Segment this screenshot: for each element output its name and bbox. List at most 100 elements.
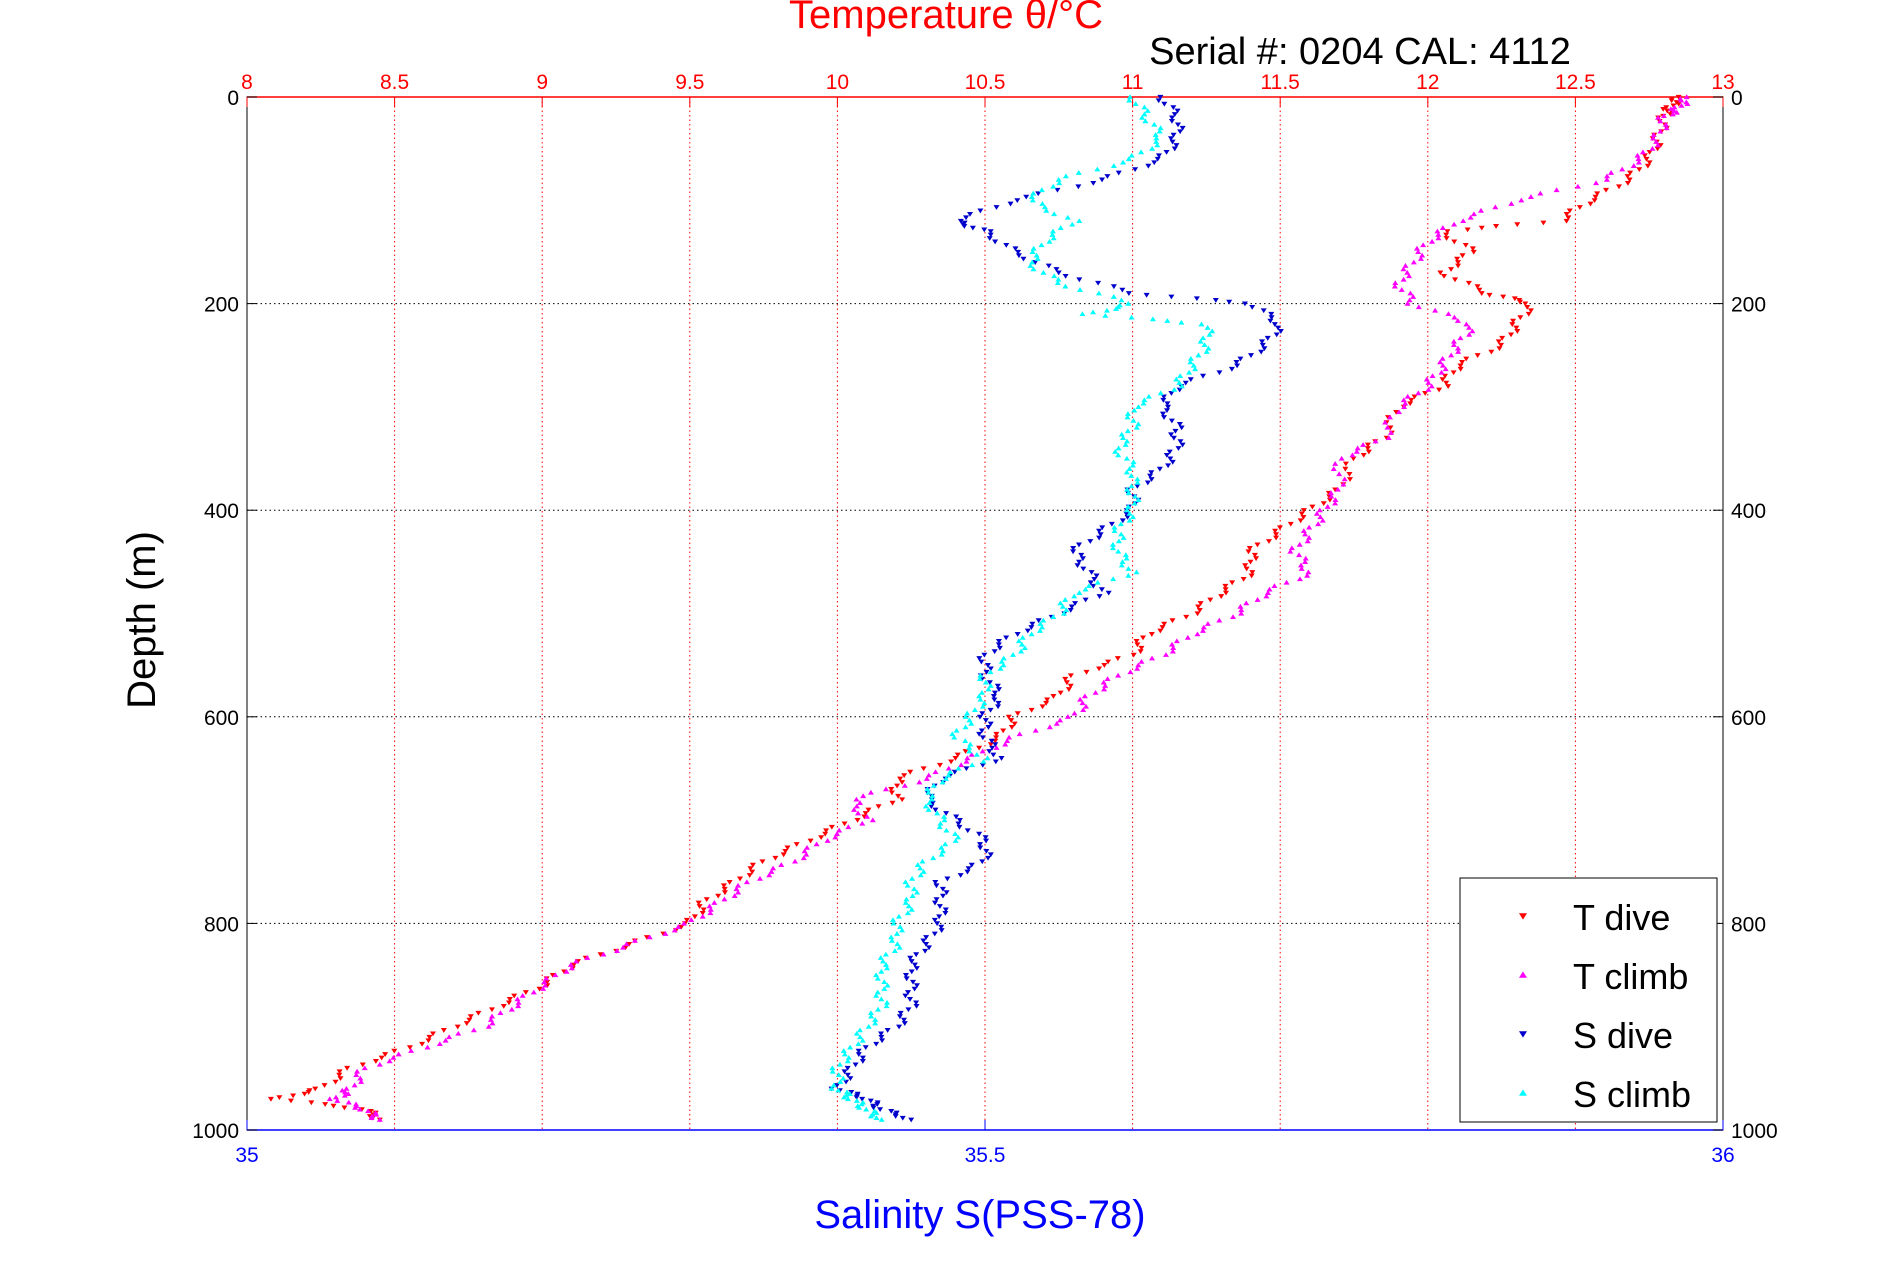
data-point	[1243, 600, 1250, 606]
data-point	[829, 1065, 836, 1071]
data-point	[1454, 256, 1461, 262]
data-point	[1054, 280, 1061, 286]
data-point	[879, 958, 886, 964]
data-point	[1124, 414, 1131, 420]
data-point	[1242, 563, 1249, 568]
data-point	[1092, 689, 1099, 695]
data-point	[419, 1041, 426, 1047]
data-point	[1127, 94, 1134, 100]
data-point	[1306, 535, 1313, 540]
left-tick-label: 200	[204, 294, 239, 317]
data-point	[969, 762, 976, 768]
data-point	[965, 866, 972, 872]
data-point	[875, 804, 882, 810]
data-point	[1079, 556, 1086, 562]
data-point	[1233, 360, 1240, 365]
data-point	[1332, 500, 1339, 506]
data-point	[1161, 101, 1168, 107]
data-point	[1444, 229, 1451, 234]
data-point	[442, 1037, 449, 1043]
data-point	[873, 1115, 880, 1121]
data-point	[1043, 700, 1050, 706]
data-point	[1439, 362, 1446, 368]
data-point	[1443, 380, 1450, 386]
data-point	[1654, 146, 1661, 152]
data-point	[1128, 483, 1135, 489]
data-point	[1451, 221, 1458, 227]
data-point	[1317, 514, 1324, 520]
data-point	[1051, 273, 1058, 279]
data-point	[953, 727, 960, 733]
data-point	[1178, 383, 1185, 389]
data-point	[1124, 438, 1131, 444]
data-point	[1166, 449, 1173, 455]
data-point	[567, 962, 574, 967]
data-point	[1067, 607, 1074, 613]
data-point	[1254, 597, 1261, 602]
data-point	[1131, 500, 1138, 506]
data-point	[840, 1094, 847, 1100]
data-point	[1417, 256, 1424, 261]
data-point	[1500, 294, 1507, 300]
data-point	[956, 818, 963, 823]
data-point	[985, 725, 992, 730]
data-point	[888, 787, 895, 792]
data-point	[1129, 462, 1136, 468]
data-point	[426, 1034, 433, 1040]
data-point	[1161, 415, 1168, 420]
data-point	[1139, 114, 1146, 120]
data-point	[1029, 621, 1036, 627]
data-point	[1608, 170, 1615, 175]
data-point	[1192, 366, 1199, 372]
data-point	[911, 886, 918, 892]
data-point	[1098, 587, 1105, 593]
data-point	[1176, 422, 1183, 427]
data-point	[985, 855, 992, 861]
right-tick-label: 0	[1731, 87, 1743, 110]
data-point	[541, 979, 548, 985]
data-point	[1264, 335, 1271, 341]
data-point	[969, 225, 976, 231]
data-point	[914, 862, 921, 867]
data-point	[807, 838, 814, 844]
data-point	[1400, 266, 1407, 272]
data-point	[835, 1072, 842, 1078]
data-point	[1099, 525, 1106, 531]
data-point	[881, 979, 888, 985]
data-point	[1254, 542, 1261, 548]
data-point	[1206, 331, 1213, 337]
data-point	[358, 1079, 365, 1084]
data-point	[987, 683, 994, 688]
data-point	[899, 780, 906, 785]
data-point	[1247, 559, 1254, 565]
data-point	[1021, 645, 1028, 651]
data-point	[917, 872, 924, 878]
data-point	[1053, 720, 1060, 726]
data-point	[1020, 256, 1027, 262]
data-point	[1065, 687, 1072, 692]
data-point	[1273, 332, 1280, 338]
data-point	[1309, 504, 1316, 510]
data-point	[1316, 507, 1323, 513]
data-point	[1056, 180, 1063, 186]
data-point	[988, 738, 995, 744]
data-point	[726, 879, 733, 885]
data-point	[1174, 122, 1181, 128]
data-point	[822, 831, 829, 837]
data-point	[1032, 260, 1039, 265]
data-point	[1650, 135, 1657, 141]
data-point	[1126, 510, 1133, 516]
data-point	[1014, 198, 1021, 203]
data-point	[1134, 476, 1141, 482]
data-point	[1164, 401, 1171, 407]
data-point	[870, 1105, 877, 1111]
data-point	[1029, 197, 1036, 203]
data-point	[855, 1048, 862, 1054]
data-point	[879, 1038, 886, 1044]
data-point	[1330, 466, 1337, 471]
data-point	[991, 697, 998, 703]
data-point	[913, 983, 920, 989]
data-point	[1145, 393, 1152, 399]
data-point	[978, 728, 985, 734]
